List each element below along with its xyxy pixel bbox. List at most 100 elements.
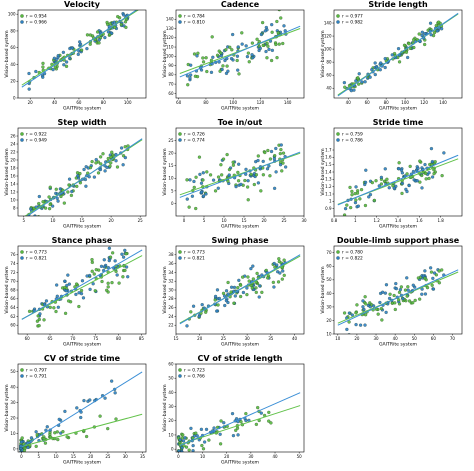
data-point bbox=[259, 32, 263, 37]
data-point bbox=[273, 154, 277, 158]
data-point bbox=[185, 178, 189, 182]
data-point bbox=[236, 68, 240, 72]
data-point bbox=[106, 30, 110, 34]
x-tick-label: 1.4 bbox=[395, 218, 402, 223]
data-point bbox=[269, 149, 274, 154]
data-point bbox=[126, 144, 130, 148]
data-point bbox=[361, 305, 365, 309]
data-point bbox=[77, 304, 81, 309]
data-point bbox=[282, 258, 286, 262]
regression-line-blue bbox=[179, 151, 301, 198]
data-point bbox=[277, 257, 281, 261]
data-point bbox=[423, 162, 427, 167]
data-point bbox=[79, 415, 83, 420]
panel-cadence: Cadence 60 80 100 120 140 60 70 80 90 100 110 120 130… bbox=[162, 0, 305, 112]
data-point bbox=[120, 252, 124, 256]
data-point bbox=[420, 186, 424, 190]
data-point bbox=[278, 163, 283, 167]
data-point bbox=[440, 174, 444, 178]
data-point bbox=[191, 443, 195, 448]
data-point bbox=[391, 184, 395, 188]
x-axis-label: GAITRite system bbox=[379, 342, 418, 348]
legend-marker-blue bbox=[336, 138, 340, 142]
data-point bbox=[201, 60, 206, 64]
x-tick-label: 65 bbox=[47, 336, 53, 341]
regression-line-green bbox=[21, 413, 143, 447]
data-point bbox=[256, 158, 260, 163]
panel-stance-phase: Stance phase 60 65 70 75 80 85 60 62 64 66 68 70 72 74… bbox=[4, 236, 147, 348]
data-point bbox=[362, 307, 366, 312]
data-point bbox=[251, 56, 255, 60]
data-point bbox=[239, 420, 243, 424]
legend-r-green: r = 0.759 bbox=[342, 132, 363, 138]
x-tick-label: 0 bbox=[20, 454, 23, 459]
y-tick-label: 120 bbox=[166, 35, 174, 40]
legend-marker-blue bbox=[336, 256, 340, 260]
regression-line-green bbox=[179, 152, 301, 196]
axes-frame bbox=[175, 363, 305, 453]
data-point bbox=[357, 82, 361, 86]
data-point bbox=[110, 281, 114, 285]
data-point bbox=[56, 199, 60, 203]
data-point bbox=[226, 280, 230, 285]
y-tick-label: 0 bbox=[13, 446, 16, 451]
data-point bbox=[224, 289, 229, 293]
x-axis-label: GAITRite system bbox=[221, 342, 260, 348]
data-point bbox=[429, 33, 433, 37]
data-point bbox=[114, 159, 118, 163]
data-point bbox=[82, 167, 86, 172]
data-point bbox=[246, 51, 251, 55]
data-point bbox=[106, 427, 110, 431]
data-point bbox=[227, 173, 231, 177]
data-point bbox=[219, 54, 223, 58]
data-point bbox=[43, 206, 48, 210]
y-axis-label: Vision-based system bbox=[4, 30, 10, 78]
data-point bbox=[26, 445, 30, 450]
data-point bbox=[407, 299, 412, 303]
legend-r-blue: r = 0.774 bbox=[184, 138, 205, 144]
y-tick-label: 26 bbox=[10, 133, 16, 138]
data-point bbox=[83, 177, 88, 182]
data-point bbox=[247, 279, 251, 283]
data-point bbox=[411, 301, 415, 305]
data-point bbox=[66, 190, 70, 194]
panel-swing-phase: Swing phase 15 20 25 30 35 40 22 24 26 28 30 32 34 36 3… bbox=[162, 236, 305, 348]
data-point bbox=[107, 246, 112, 250]
data-point bbox=[35, 433, 39, 437]
data-point bbox=[62, 201, 66, 205]
data-point bbox=[363, 295, 367, 299]
data-point bbox=[256, 154, 260, 158]
data-point bbox=[372, 198, 377, 203]
legend-r-blue: r = 0.791 bbox=[26, 374, 47, 380]
x-axis-label: GAITRite system bbox=[379, 224, 418, 230]
data-point bbox=[420, 33, 424, 38]
data-point bbox=[265, 56, 269, 60]
data-point bbox=[205, 69, 209, 74]
data-point bbox=[423, 292, 428, 296]
legend-r-green: r = 0.726 bbox=[184, 132, 205, 138]
data-point bbox=[181, 453, 184, 456]
data-point bbox=[356, 204, 360, 208]
data-point bbox=[379, 61, 383, 65]
data-point bbox=[279, 143, 283, 147]
y-tick-label: 25 bbox=[168, 138, 174, 143]
data-point bbox=[201, 171, 205, 175]
data-point bbox=[244, 167, 248, 171]
data-point bbox=[246, 198, 250, 202]
panel-step-width: Step width 5 10 15 20 25 8 10 12 14 16 18 20 22 24 26 GA… bbox=[4, 118, 147, 230]
data-point bbox=[187, 448, 191, 452]
data-point bbox=[215, 53, 220, 57]
data-point bbox=[383, 65, 387, 70]
data-point bbox=[433, 160, 437, 164]
data-point bbox=[98, 167, 103, 172]
data-point bbox=[267, 47, 271, 52]
data-point bbox=[267, 419, 271, 423]
y-tick-label: 40 bbox=[326, 291, 332, 296]
legend-r-green: r = 0.780 bbox=[342, 250, 363, 256]
data-point bbox=[208, 173, 213, 177]
data-point bbox=[110, 379, 114, 383]
y-tick-label: 1.2 bbox=[325, 184, 332, 189]
x-tick-label: 20 bbox=[28, 100, 34, 105]
data-point bbox=[345, 327, 349, 332]
x-tick-label: 100 bbox=[124, 100, 132, 105]
